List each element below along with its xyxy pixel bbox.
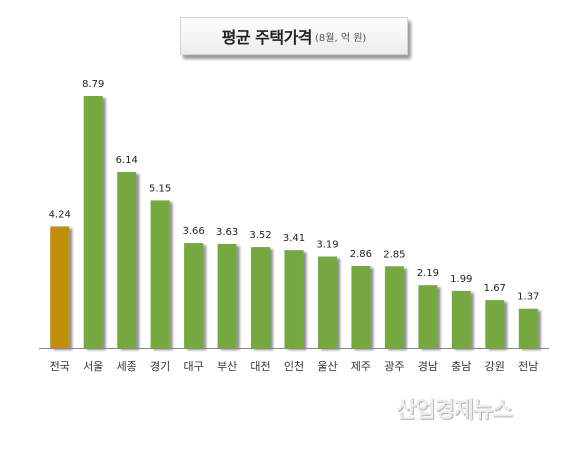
watermark-logo: 산업경제뉴스 xyxy=(396,398,512,423)
bar-4 xyxy=(184,243,204,348)
bar-9 xyxy=(351,266,371,348)
category-label-4: 대구 xyxy=(183,360,203,373)
chart-subtitle: (8월, 억 원) xyxy=(315,32,367,44)
chart-title: 평균 주택가격 xyxy=(221,28,313,47)
bar-10 xyxy=(384,266,404,348)
data-label-0: 4.24 xyxy=(49,209,71,220)
category-label-1: 서울 xyxy=(83,360,103,373)
category-label-13: 강원 xyxy=(485,360,505,373)
data-label-6: 3.52 xyxy=(249,230,271,241)
bar-2 xyxy=(117,172,137,348)
category-label-10: 광주 xyxy=(384,360,404,373)
category-label-2: 세종 xyxy=(117,360,137,373)
bar-6 xyxy=(251,247,270,348)
data-label-14: 1.37 xyxy=(517,292,539,303)
category-label-14: 전남 xyxy=(518,360,538,373)
category-label-6: 대전 xyxy=(250,360,270,373)
category-label-9: 제주 xyxy=(351,360,371,373)
data-label-4: 3.66 xyxy=(182,226,204,237)
bar-8 xyxy=(318,256,337,348)
category-label-8: 울산 xyxy=(317,360,337,373)
bar-0 xyxy=(50,226,70,348)
data-label-12: 1.99 xyxy=(450,274,472,285)
category-label-12: 충남 xyxy=(451,360,471,373)
bar-14 xyxy=(518,308,538,348)
category-label-3: 경기 xyxy=(150,360,170,373)
bar-1 xyxy=(83,96,103,348)
chart-title-box: 평균 주택가격 (8월, 억 원) xyxy=(180,17,408,55)
bar-7 xyxy=(284,250,304,348)
data-label-8: 3.19 xyxy=(316,240,338,251)
category-label-0: 전국 xyxy=(50,360,70,373)
data-label-2: 6.14 xyxy=(116,155,138,166)
bar-3 xyxy=(150,200,170,348)
data-label-10: 2.85 xyxy=(383,249,405,260)
category-label-5: 부산 xyxy=(217,360,237,373)
bar-11 xyxy=(418,285,438,348)
category-label-11: 경남 xyxy=(418,360,438,373)
bar-5 xyxy=(217,243,237,348)
data-label-1: 8.79 xyxy=(82,79,104,90)
data-label-7: 3.41 xyxy=(283,233,305,244)
data-label-11: 2.19 xyxy=(417,268,439,279)
data-label-3: 5.15 xyxy=(149,183,171,194)
bar-13 xyxy=(485,300,505,348)
data-label-13: 1.67 xyxy=(484,283,506,294)
bar-12 xyxy=(451,290,471,348)
data-label-9: 2.86 xyxy=(350,249,372,260)
data-label-5: 3.63 xyxy=(216,227,238,238)
category-label-7: 인천 xyxy=(284,359,304,373)
